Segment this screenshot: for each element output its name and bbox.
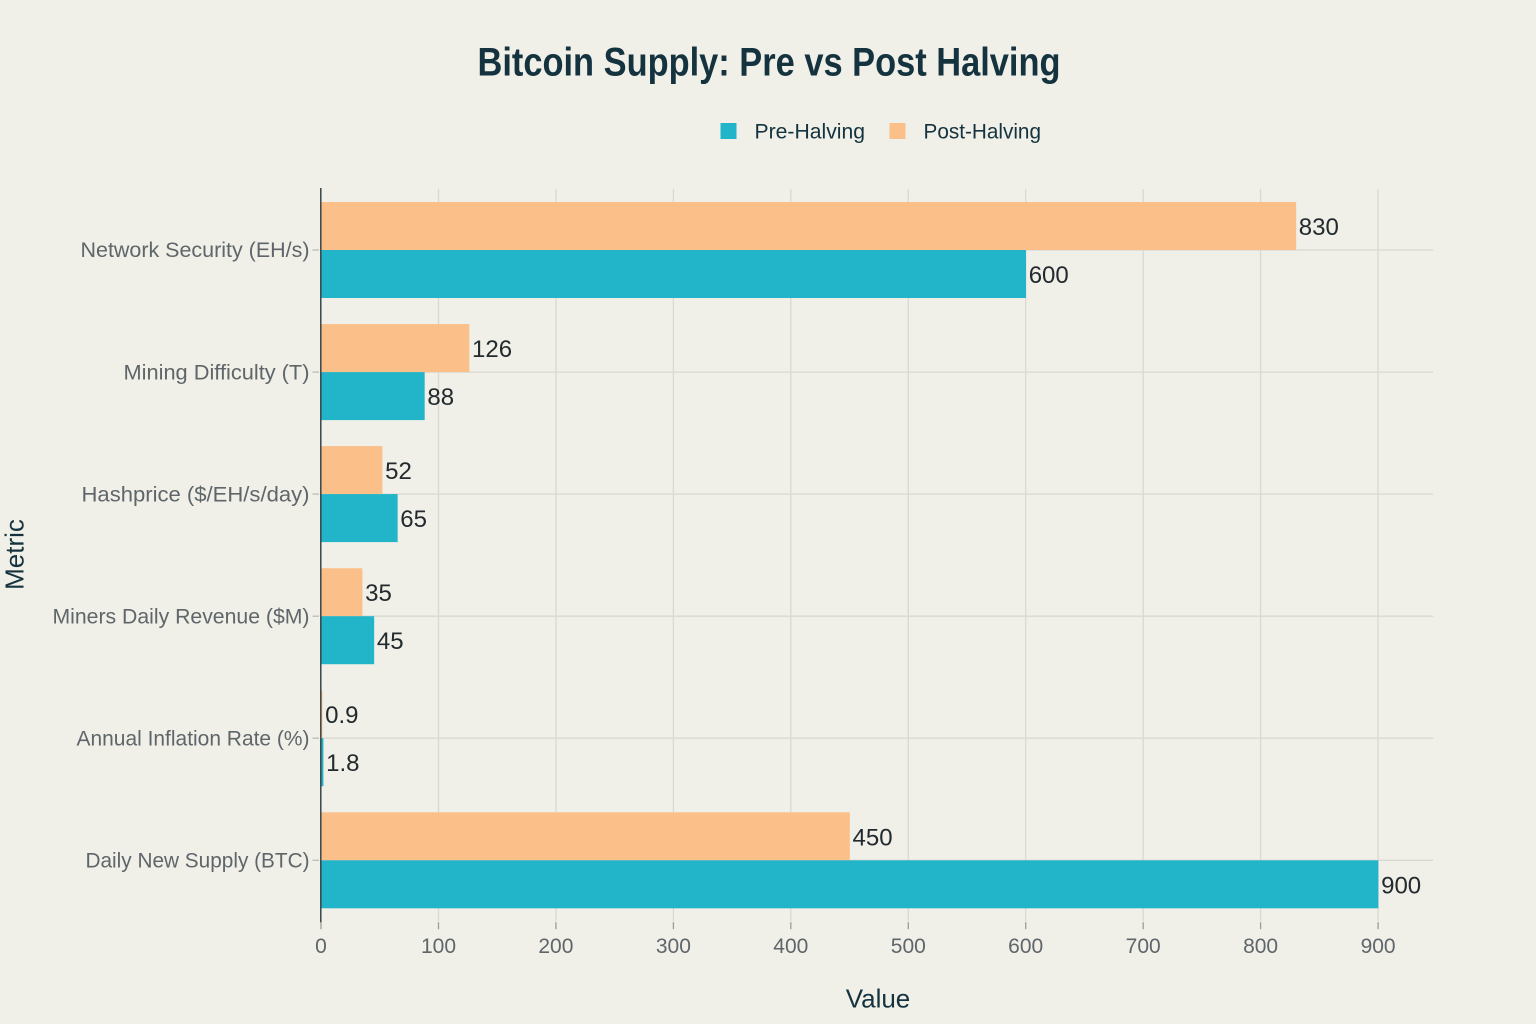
svg-text:Miners Daily Revenue ($M): Miners Daily Revenue ($M) — [53, 605, 310, 628]
svg-text:200: 200 — [538, 935, 573, 958]
svg-text:Annual Inflation Rate (%): Annual Inflation Rate (%) — [77, 727, 310, 750]
svg-text:0: 0 — [315, 935, 327, 958]
svg-text:Pre-Halving: Pre-Halving — [755, 121, 866, 144]
svg-text:0.9: 0.9 — [325, 702, 358, 729]
svg-text:600: 600 — [1029, 262, 1069, 289]
svg-text:Value: Value — [846, 984, 911, 1014]
svg-text:Bitcoin Supply: Pre vs Post Ha: Bitcoin Supply: Pre vs Post Halving — [478, 40, 1061, 84]
svg-text:400: 400 — [773, 935, 808, 958]
svg-text:900: 900 — [1361, 935, 1396, 958]
svg-text:Daily New Supply (BTC): Daily New Supply (BTC) — [86, 850, 310, 873]
svg-text:900: 900 — [1381, 872, 1421, 899]
svg-text:45: 45 — [377, 628, 404, 655]
svg-text:700: 700 — [1126, 935, 1161, 958]
svg-text:35: 35 — [365, 580, 392, 607]
svg-text:88: 88 — [427, 384, 454, 411]
svg-text:Hashprice ($/EH/s/day): Hashprice ($/EH/s/day) — [82, 483, 310, 506]
svg-text:Network Security (EH/s): Network Security (EH/s) — [81, 239, 310, 262]
svg-text:500: 500 — [891, 935, 926, 958]
svg-text:Metric: Metric — [0, 519, 30, 590]
svg-text:600: 600 — [1008, 935, 1043, 958]
svg-text:100: 100 — [421, 935, 456, 958]
svg-text:52: 52 — [385, 458, 412, 485]
svg-text:65: 65 — [400, 506, 427, 533]
svg-text:Mining Difficulty (T): Mining Difficulty (T) — [124, 361, 310, 384]
svg-text:830: 830 — [1299, 214, 1339, 241]
svg-text:450: 450 — [853, 824, 893, 851]
svg-text:300: 300 — [656, 935, 691, 958]
svg-text:126: 126 — [472, 336, 512, 363]
svg-text:800: 800 — [1243, 935, 1278, 958]
svg-text:Post-Halving: Post-Halving — [924, 121, 1042, 144]
svg-text:1.8: 1.8 — [326, 750, 359, 777]
